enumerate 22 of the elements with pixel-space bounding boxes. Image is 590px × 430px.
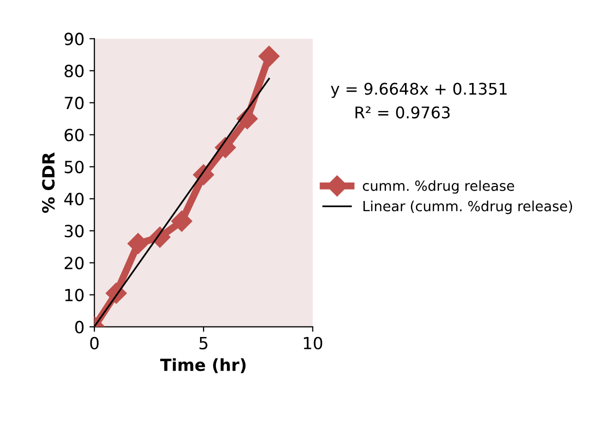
x-tick-label: 5 bbox=[200, 337, 208, 350]
y-tick-label: 10 bbox=[65, 288, 84, 302]
y-tick-label: 30 bbox=[64, 224, 84, 238]
y-tick-label: 60 bbox=[64, 128, 84, 142]
x-tick-label: 0 bbox=[90, 336, 99, 350]
y-tick-label: 50 bbox=[64, 160, 84, 174]
y-axis-title: % CDR bbox=[42, 152, 55, 213]
legend-label: Linear (cumm. %drug release) bbox=[363, 200, 572, 214]
y-tick-label: 40 bbox=[64, 192, 84, 206]
text: R² = 0.9763 bbox=[356, 106, 450, 118]
y-tick-label: 0 bbox=[75, 320, 84, 334]
y-tick-label: 90 bbox=[64, 32, 84, 46]
x-tick-label: 10 bbox=[304, 336, 322, 350]
y-tick-label: 70 bbox=[64, 96, 84, 110]
y-tick-label: 20 bbox=[64, 256, 84, 270]
point bbox=[171, 210, 192, 232]
y-tick-label: 80 bbox=[64, 64, 84, 78]
text: y = 9.6648x + 0.1351 bbox=[330, 82, 507, 98]
point bbox=[128, 233, 149, 254]
x-axis-title: Time (hr) bbox=[160, 358, 246, 374]
point bbox=[258, 46, 280, 67]
legend-label: cumm. %drug release bbox=[362, 180, 514, 194]
